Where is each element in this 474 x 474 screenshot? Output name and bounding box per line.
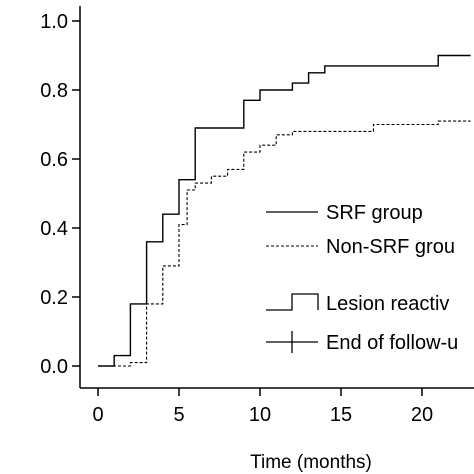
legend-label-non-srf: Non-SRF grou (326, 236, 455, 258)
legend-label-lesion-reactivation: Lesion reactiv (326, 293, 449, 315)
x-tick-label: 0 (92, 404, 103, 426)
x-ticks: 0 5 10 15 20 (92, 388, 433, 426)
series-layer (98, 54, 471, 367)
axes (79, 6, 474, 389)
x-axis-title: Time (months) (250, 452, 372, 473)
y-tick-label: 0.2 (40, 287, 68, 309)
legend-label-srf: SRF group (326, 202, 423, 224)
y-tick-label: 0.6 (40, 149, 68, 171)
x-tick-label: 10 (249, 404, 271, 426)
y-tick-label: 0.0 (40, 356, 68, 378)
legend-label-end-of-follow-up: End of follow-u (326, 332, 458, 354)
legend: SRF group Non-SRF grou Lesion reactiv En… (266, 202, 458, 354)
y-ticks: 0.0 0.2 0.4 0.6 0.8 1.0 (40, 11, 80, 378)
x-tick-label: 15 (330, 404, 352, 426)
y-tick-label: 1.0 (40, 11, 68, 33)
series-line-non-srf (98, 120, 471, 367)
y-tick-label: 0.4 (40, 218, 68, 240)
series-line-srf (98, 54, 471, 367)
x-tick-label: 5 (173, 404, 184, 426)
x-tick-label: 20 (411, 404, 433, 426)
y-tick-label: 0.8 (40, 80, 68, 102)
legend-swatch-lesion-reactivation (266, 293, 319, 311)
